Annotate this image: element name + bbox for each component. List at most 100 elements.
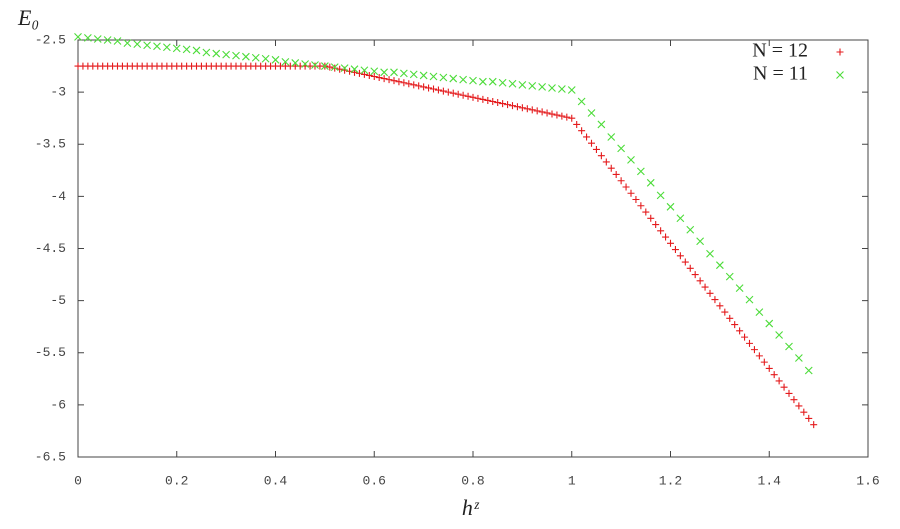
x-tick-label: 1.2 bbox=[659, 473, 682, 488]
point bbox=[558, 112, 566, 120]
legend-marker bbox=[836, 71, 844, 79]
point bbox=[419, 71, 428, 80]
point bbox=[340, 64, 349, 73]
legend-marker bbox=[836, 48, 844, 56]
point bbox=[746, 339, 753, 347]
point bbox=[291, 59, 300, 67]
x-tick-label: 0.6 bbox=[363, 473, 386, 488]
point bbox=[578, 127, 586, 135]
point bbox=[696, 277, 704, 285]
point bbox=[646, 178, 655, 187]
point bbox=[370, 67, 379, 76]
point bbox=[494, 99, 502, 107]
point bbox=[632, 196, 640, 204]
point bbox=[83, 34, 92, 42]
point bbox=[785, 342, 793, 351]
point bbox=[434, 86, 442, 94]
point bbox=[399, 69, 408, 78]
y-tick-label: -6.5 bbox=[35, 449, 66, 464]
x-tick-label: 1.4 bbox=[758, 473, 782, 488]
point bbox=[741, 333, 749, 341]
point bbox=[459, 75, 468, 84]
point bbox=[469, 93, 477, 101]
point bbox=[499, 100, 507, 108]
point bbox=[795, 402, 803, 410]
y-tick-label: -3.5 bbox=[35, 137, 66, 152]
point bbox=[607, 133, 616, 141]
point bbox=[760, 358, 768, 366]
point bbox=[488, 77, 497, 86]
point bbox=[686, 264, 694, 272]
point bbox=[528, 81, 537, 90]
point bbox=[375, 74, 383, 82]
point bbox=[400, 79, 408, 87]
point bbox=[735, 284, 744, 293]
point bbox=[671, 246, 679, 254]
point bbox=[627, 155, 635, 164]
point bbox=[326, 63, 334, 71]
point bbox=[686, 225, 695, 234]
x-tick-label: 0 bbox=[74, 473, 82, 488]
point bbox=[676, 214, 685, 223]
point bbox=[696, 237, 705, 246]
point bbox=[755, 308, 764, 316]
point bbox=[430, 85, 437, 93]
y-tick-label: -5.5 bbox=[35, 345, 66, 360]
point bbox=[241, 52, 250, 61]
point bbox=[765, 364, 773, 372]
point bbox=[93, 35, 102, 43]
point bbox=[701, 283, 709, 291]
point bbox=[706, 249, 714, 258]
point bbox=[588, 139, 595, 147]
point bbox=[380, 68, 389, 77]
point bbox=[251, 53, 260, 62]
point bbox=[636, 167, 645, 176]
point bbox=[123, 39, 132, 48]
point bbox=[548, 110, 556, 118]
point bbox=[311, 61, 319, 69]
point bbox=[390, 77, 398, 85]
point bbox=[662, 233, 670, 241]
point bbox=[385, 76, 393, 84]
point bbox=[627, 189, 635, 197]
point bbox=[577, 97, 586, 106]
point bbox=[568, 114, 576, 122]
point bbox=[711, 296, 719, 304]
point bbox=[726, 314, 734, 322]
point bbox=[479, 95, 487, 103]
y-axis-label: E₀ bbox=[17, 5, 39, 30]
point bbox=[489, 98, 497, 106]
point bbox=[360, 66, 369, 75]
point bbox=[449, 89, 457, 97]
point bbox=[370, 72, 378, 80]
point bbox=[390, 68, 398, 77]
point bbox=[800, 408, 808, 416]
point bbox=[563, 113, 571, 121]
point bbox=[459, 91, 467, 99]
point bbox=[172, 44, 181, 53]
x-tick-label: 1 bbox=[568, 473, 576, 488]
point bbox=[261, 54, 270, 63]
point bbox=[212, 49, 221, 58]
plot-frame bbox=[77, 39, 869, 458]
y-tick-label: -6 bbox=[50, 397, 66, 412]
point bbox=[518, 104, 526, 112]
point bbox=[350, 65, 359, 74]
y-tick-label: -2.5 bbox=[35, 32, 66, 47]
point bbox=[652, 221, 660, 229]
point bbox=[805, 414, 813, 422]
point bbox=[143, 41, 152, 50]
point bbox=[320, 62, 329, 70]
point bbox=[617, 177, 625, 185]
point bbox=[656, 191, 665, 200]
legend-label: N = 11 bbox=[753, 63, 808, 85]
point bbox=[706, 289, 714, 297]
point bbox=[553, 111, 561, 119]
point bbox=[790, 396, 798, 404]
point bbox=[469, 76, 477, 85]
point bbox=[360, 70, 368, 78]
point bbox=[192, 46, 201, 55]
point bbox=[716, 302, 724, 310]
x-tick-label: 0.4 bbox=[264, 473, 288, 488]
point bbox=[548, 84, 556, 92]
